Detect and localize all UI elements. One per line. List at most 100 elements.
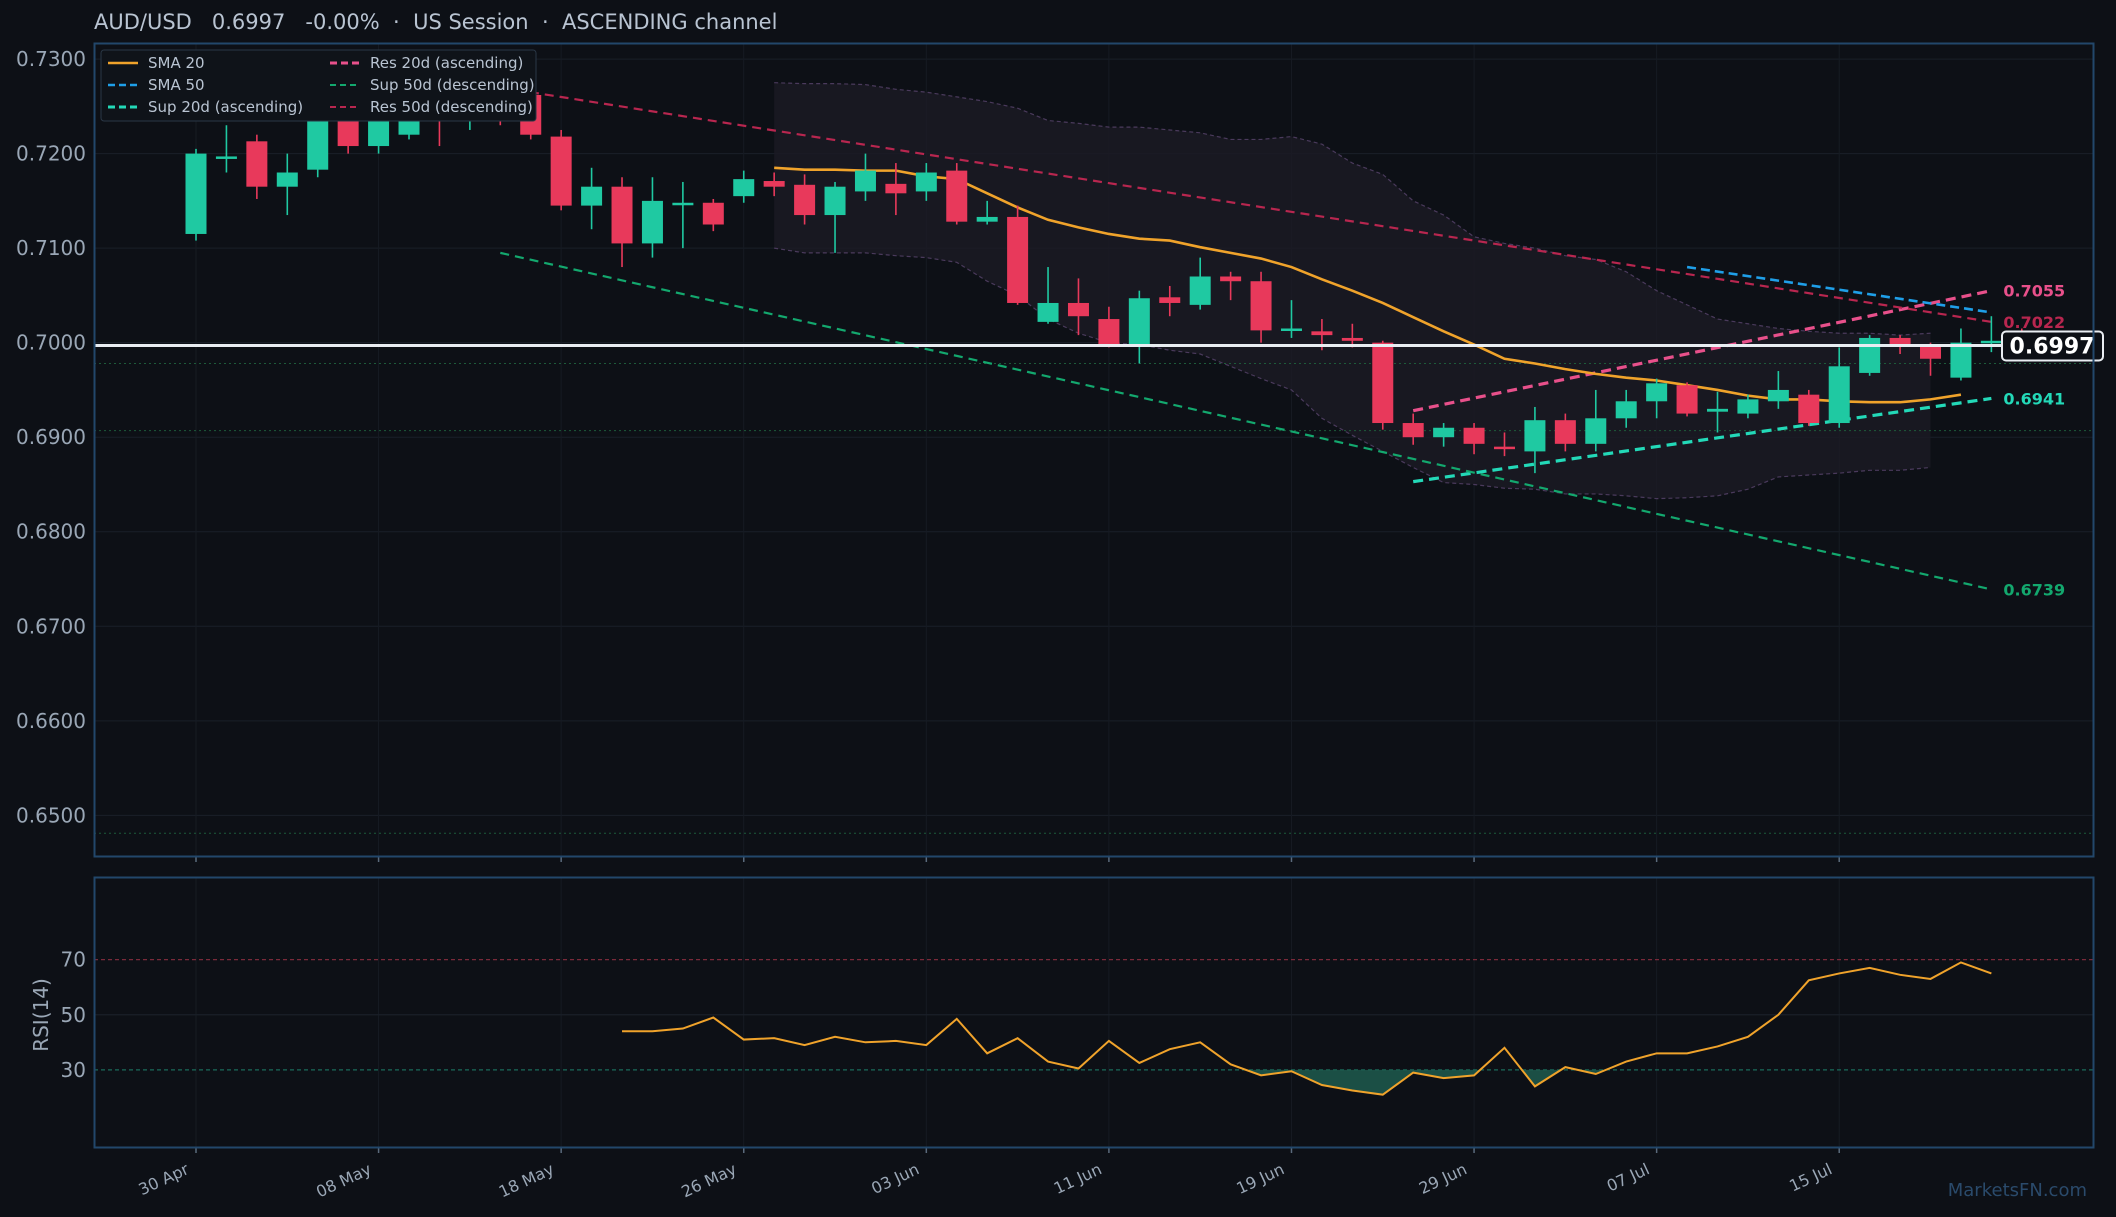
candle-body bbox=[1433, 427, 1455, 438]
legend-label: Sup 50d (descending) bbox=[370, 76, 535, 94]
candle-body bbox=[1980, 340, 2002, 344]
trendline bbox=[500, 86, 1992, 323]
x-tick-label: 29 Jun bbox=[1416, 1159, 1470, 1198]
candle-body bbox=[550, 136, 572, 206]
x-tick-label: 19 Jun bbox=[1233, 1159, 1287, 1198]
trendline bbox=[1412, 396, 1992, 484]
current-price-line: 0.6997 bbox=[94, 330, 2104, 362]
candle-body bbox=[1828, 366, 1850, 424]
x-tick-label: 03 Jun bbox=[868, 1159, 922, 1198]
candle-body bbox=[1402, 423, 1424, 438]
rsi-series bbox=[622, 961, 1992, 1096]
candle-body bbox=[824, 186, 846, 216]
trendline-value-label: 0.6739 bbox=[2003, 580, 2065, 599]
candle-body bbox=[1067, 302, 1089, 317]
rsi-tick-label: 70 bbox=[61, 948, 86, 972]
candle-body bbox=[1007, 216, 1029, 303]
candle-body bbox=[1524, 420, 1546, 452]
candle-body bbox=[1098, 319, 1120, 345]
candle-body bbox=[1037, 302, 1059, 322]
candle-body bbox=[1311, 331, 1333, 336]
x-tick-label: 11 Jun bbox=[1051, 1159, 1105, 1198]
candle-body bbox=[1585, 418, 1607, 444]
candle-body bbox=[1463, 427, 1485, 444]
price-badge bbox=[2001, 330, 2104, 362]
candle-body bbox=[763, 181, 785, 187]
candle-body bbox=[1889, 337, 1911, 345]
x-tick-label: 15 Jul bbox=[1786, 1159, 1835, 1195]
sma20-line bbox=[774, 166, 1962, 404]
candle-body bbox=[215, 156, 237, 159]
x-tick-label: 08 May bbox=[313, 1159, 374, 1201]
channel-band-upper bbox=[774, 82, 1931, 336]
candle-body bbox=[581, 186, 603, 206]
horizontal-levels bbox=[94, 362, 2093, 834]
candle-body bbox=[1220, 276, 1242, 282]
symbol: AUD/USD bbox=[94, 10, 192, 34]
candle-body bbox=[1798, 394, 1820, 424]
candle-body bbox=[1737, 399, 1759, 414]
candle-body bbox=[1859, 337, 1881, 373]
y-tick-label: 0.7000 bbox=[16, 331, 86, 355]
y-tick-label: 0.7100 bbox=[16, 236, 86, 260]
candle-body bbox=[946, 170, 968, 222]
y-tick-label: 0.6500 bbox=[16, 803, 86, 827]
channel-label: ASCENDING channel bbox=[561, 10, 778, 34]
rsi-axis-label: RSI(14) bbox=[29, 978, 53, 1052]
y-axis-labels: 0.7300 0.7200 0.7100 0.7000 0.6900 0.6800 0.67… bbox=[16, 47, 86, 827]
candle-body bbox=[276, 172, 298, 187]
candle-body bbox=[1372, 342, 1394, 424]
legend-box bbox=[100, 49, 537, 122]
trendline bbox=[1412, 289, 1992, 413]
chart-header: AUD/USD 0.6997 -0.00% · US Session · ASC… bbox=[94, 10, 778, 34]
candles bbox=[185, 82, 2033, 474]
legend-label: Res 20d (ascending) bbox=[370, 54, 523, 72]
channel-band-lower bbox=[774, 247, 1931, 500]
price-readout: 0.6997 bbox=[211, 10, 286, 34]
candle-body bbox=[185, 153, 207, 234]
candle-body bbox=[672, 202, 694, 206]
candle-body bbox=[1920, 345, 1942, 359]
candle-body bbox=[976, 216, 998, 222]
candle-body bbox=[854, 170, 876, 192]
candle-body bbox=[246, 141, 268, 187]
rsi-line bbox=[622, 961, 1992, 1096]
candle-body bbox=[1646, 383, 1668, 402]
rsi-oversold-fill bbox=[1521, 1069, 1562, 1087]
x-tick-label: 26 May bbox=[678, 1159, 739, 1201]
trendlines bbox=[500, 86, 1992, 591]
rsi-frame bbox=[93, 876, 2095, 1149]
candle-body bbox=[611, 186, 633, 244]
candle-body bbox=[702, 202, 724, 225]
candle-body bbox=[733, 179, 755, 197]
x-tick-label: 30 Apr bbox=[136, 1159, 193, 1199]
change-readout: -0.00% bbox=[305, 10, 380, 34]
candle-body bbox=[1189, 276, 1211, 305]
x-tick-label: 18 May bbox=[496, 1159, 557, 1201]
candle-body bbox=[1676, 385, 1698, 414]
rsi-tick-label: 50 bbox=[61, 1003, 86, 1027]
y-tick-label: 0.6800 bbox=[16, 520, 86, 544]
legend-label: SMA 50 bbox=[148, 76, 205, 94]
legend: SMA 20 SMA 50 Sup 20d (ascending) Res 20d (… bbox=[100, 49, 537, 122]
candle-body bbox=[1128, 298, 1150, 345]
x-axis-labels: 30 Apr 08 May 18 May 26 May 03 Jun 11 Jun 19 J… bbox=[136, 1159, 1835, 1201]
y-tick-label: 0.6600 bbox=[16, 709, 86, 733]
candle-body bbox=[1341, 337, 1363, 341]
legend-label: SMA 20 bbox=[148, 54, 205, 72]
watermark: MarketsFN.com bbox=[1948, 1180, 2087, 1201]
y-tick-label: 0.7300 bbox=[16, 47, 86, 71]
candle-body bbox=[1159, 297, 1181, 303]
trendline bbox=[1686, 265, 1992, 314]
candle-body bbox=[885, 183, 907, 194]
candle-body bbox=[1280, 328, 1302, 331]
trendline-value-label: 0.7022 bbox=[2003, 313, 2065, 332]
candle-body bbox=[1707, 408, 1728, 412]
candle-body bbox=[1950, 342, 1972, 378]
legend-label: Res 50d (descending) bbox=[370, 98, 533, 116]
candle-body bbox=[1493, 446, 1515, 450]
candle-body bbox=[641, 200, 663, 244]
price-badge-label: 0.6997 bbox=[2010, 335, 2095, 360]
legend-label: Sup 20d (ascending) bbox=[148, 98, 303, 116]
